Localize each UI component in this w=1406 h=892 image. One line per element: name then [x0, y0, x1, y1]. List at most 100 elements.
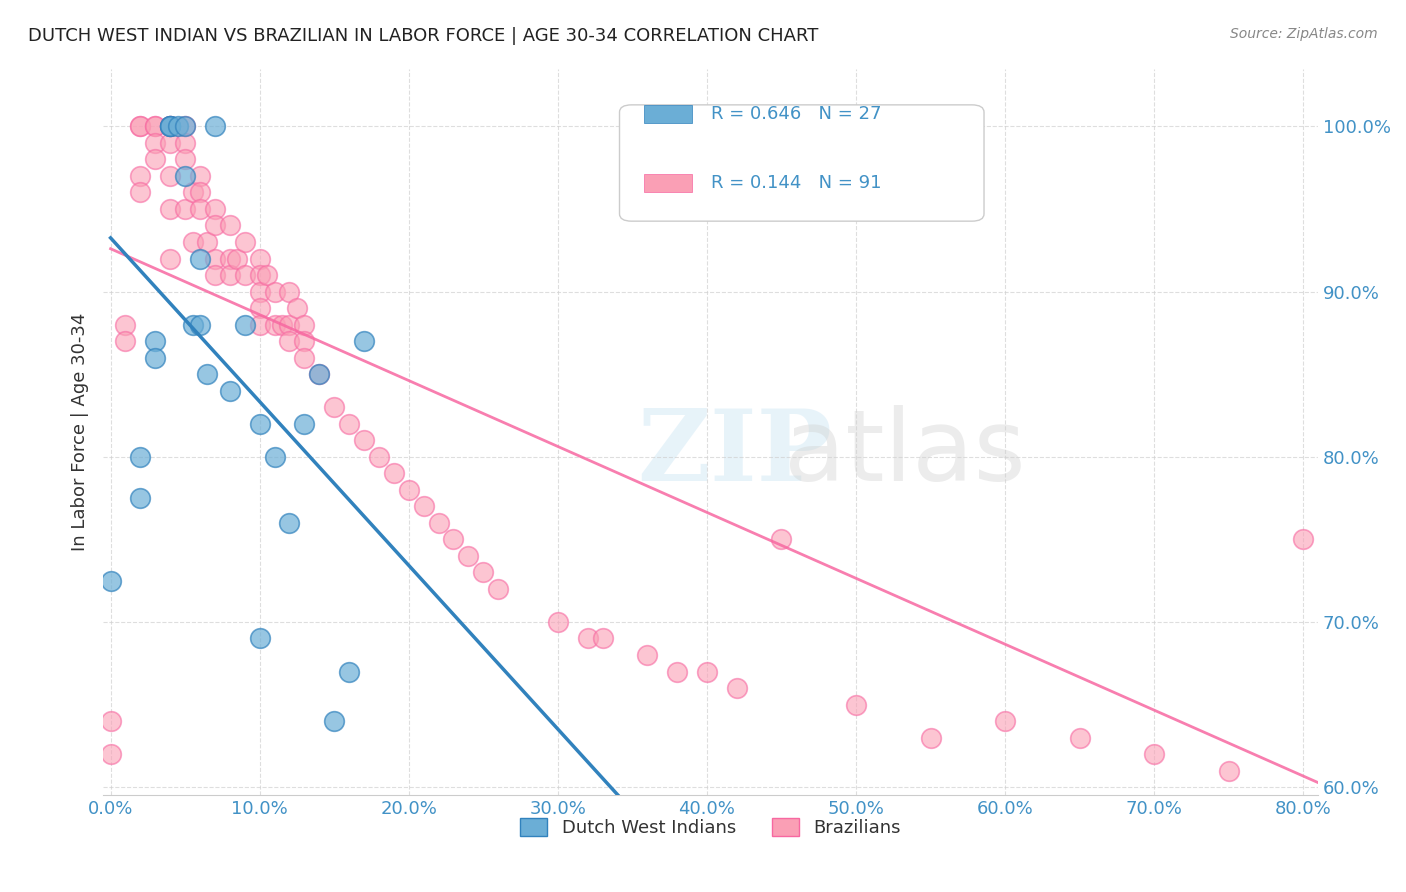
- Brazilians: [412, 500, 434, 514]
- Brazilians: [696, 665, 718, 679]
- Brazilians: [143, 136, 166, 150]
- Dutch West Indians: [263, 450, 285, 464]
- Brazilians: [486, 582, 509, 596]
- Brazilians: [337, 417, 360, 431]
- Dutch West Indians: [323, 714, 346, 728]
- Brazilians: [129, 169, 152, 183]
- Brazilians: [845, 698, 868, 712]
- FancyBboxPatch shape: [620, 105, 984, 221]
- Brazilians: [218, 252, 240, 266]
- Brazilians: [1218, 764, 1240, 778]
- Brazilians: [292, 318, 315, 332]
- Dutch West Indians: [188, 252, 211, 266]
- Brazilians: [368, 450, 391, 464]
- Brazilians: [292, 351, 315, 365]
- Brazilians: [576, 632, 599, 646]
- Dutch West Indians: [100, 574, 122, 588]
- Brazilians: [159, 252, 181, 266]
- Brazilians: [218, 268, 240, 282]
- Brazilians: [218, 219, 240, 233]
- Dutch West Indians: [278, 516, 301, 530]
- Y-axis label: In Labor Force | Age 30-34: In Labor Force | Age 30-34: [72, 313, 89, 551]
- Brazilians: [249, 285, 271, 299]
- Brazilians: [100, 714, 122, 728]
- Brazilians: [197, 235, 219, 249]
- Brazilians: [263, 285, 285, 299]
- Brazilians: [174, 153, 197, 167]
- FancyBboxPatch shape: [644, 174, 692, 192]
- Dutch West Indians: [159, 120, 181, 134]
- Dutch West Indians: [181, 318, 204, 332]
- Brazilians: [592, 632, 614, 646]
- Brazilians: [114, 318, 136, 332]
- Dutch West Indians: [204, 120, 226, 134]
- Brazilians: [770, 533, 793, 547]
- Brazilians: [278, 285, 301, 299]
- Brazilians: [249, 252, 271, 266]
- Dutch West Indians: [218, 384, 240, 398]
- Brazilians: [427, 516, 450, 530]
- Text: DUTCH WEST INDIAN VS BRAZILIAN IN LABOR FORCE | AGE 30-34 CORRELATION CHART: DUTCH WEST INDIAN VS BRAZILIAN IN LABOR …: [28, 27, 818, 45]
- Brazilians: [188, 202, 211, 216]
- Text: atlas: atlas: [785, 405, 1026, 502]
- Brazilians: [271, 318, 294, 332]
- Dutch West Indians: [337, 665, 360, 679]
- Brazilians: [994, 714, 1017, 728]
- Brazilians: [1069, 731, 1091, 745]
- Brazilians: [159, 120, 181, 134]
- Dutch West Indians: [292, 417, 315, 431]
- Brazilians: [443, 533, 465, 547]
- Brazilians: [920, 731, 942, 745]
- Brazilians: [249, 318, 271, 332]
- Brazilians: [1367, 714, 1389, 728]
- Brazilians: [249, 301, 271, 315]
- Brazilians: [292, 334, 315, 348]
- Brazilians: [323, 400, 346, 414]
- Brazilians: [181, 186, 204, 200]
- Dutch West Indians: [159, 120, 181, 134]
- Brazilians: [263, 318, 285, 332]
- Text: R = 0.144   N = 91: R = 0.144 N = 91: [710, 174, 882, 192]
- Brazilians: [1396, 731, 1406, 745]
- Brazilians: [666, 665, 689, 679]
- Brazilians: [233, 268, 256, 282]
- Brazilians: [249, 268, 271, 282]
- Brazilians: [308, 367, 330, 381]
- Brazilians: [174, 120, 197, 134]
- Brazilians: [278, 318, 301, 332]
- Dutch West Indians: [174, 169, 197, 183]
- Brazilians: [159, 202, 181, 216]
- Brazilians: [143, 153, 166, 167]
- Brazilians: [174, 202, 197, 216]
- Brazilians: [204, 268, 226, 282]
- Brazilians: [204, 202, 226, 216]
- Dutch West Indians: [249, 417, 271, 431]
- Brazilians: [547, 615, 569, 629]
- Dutch West Indians: [143, 351, 166, 365]
- Brazilians: [472, 566, 495, 580]
- Dutch West Indians: [129, 450, 152, 464]
- Brazilians: [143, 120, 166, 134]
- Brazilians: [1292, 533, 1315, 547]
- Brazilians: [204, 219, 226, 233]
- Brazilians: [1143, 747, 1166, 761]
- FancyBboxPatch shape: [644, 105, 692, 123]
- Text: ZIP: ZIP: [637, 405, 832, 502]
- Brazilians: [233, 235, 256, 249]
- Brazilians: [725, 681, 748, 695]
- Brazilians: [159, 169, 181, 183]
- Brazilians: [159, 120, 181, 134]
- Brazilians: [382, 467, 405, 481]
- Brazilians: [181, 235, 204, 249]
- Brazilians: [159, 136, 181, 150]
- Brazilians: [188, 169, 211, 183]
- Brazilians: [114, 334, 136, 348]
- Dutch West Indians: [188, 318, 211, 332]
- Dutch West Indians: [166, 120, 188, 134]
- Legend: Dutch West Indians, Brazilians: Dutch West Indians, Brazilians: [513, 811, 908, 845]
- Dutch West Indians: [159, 120, 181, 134]
- Brazilians: [353, 434, 375, 448]
- Dutch West Indians: [197, 367, 219, 381]
- Brazilians: [129, 186, 152, 200]
- Brazilians: [143, 120, 166, 134]
